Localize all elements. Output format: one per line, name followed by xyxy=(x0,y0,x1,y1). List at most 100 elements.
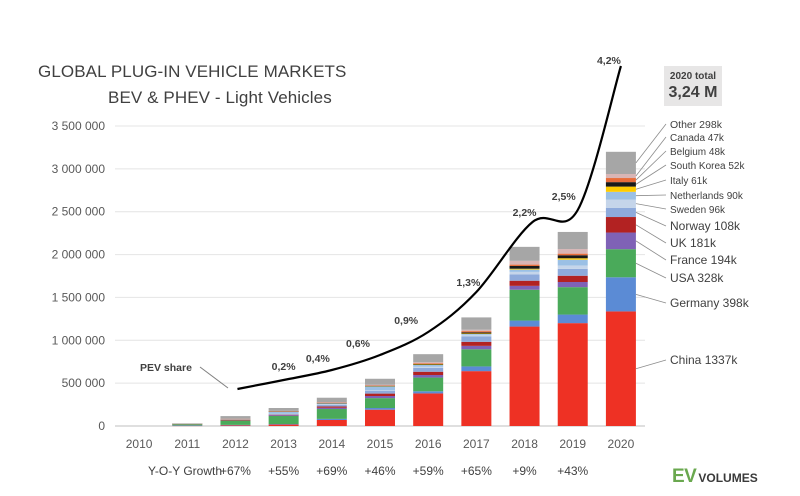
bar-segment-norway-2015 xyxy=(365,390,395,394)
y-tick-label: 2 000 000 xyxy=(52,248,106,262)
yoy-growth-value: +9% xyxy=(512,464,537,478)
bar-segment-belgium-2014 xyxy=(316,402,347,404)
x-tick-label: 2012 xyxy=(222,437,249,451)
bar-segment-belgium-2019 xyxy=(557,253,588,256)
bar-segment-belgium-2015 xyxy=(365,385,395,386)
bar-segment-china-2015 xyxy=(365,409,395,426)
leader-line xyxy=(635,123,667,164)
bar-segment-south-korea-2020 xyxy=(605,182,636,187)
bar-segment-france-2020 xyxy=(605,232,636,250)
yoy-growth-value: +65% xyxy=(461,464,492,478)
bar-segment-italy-2018 xyxy=(509,268,540,270)
series-label: USA 328k xyxy=(670,271,724,285)
x-tick-label: 2020 xyxy=(608,437,635,451)
bar-segment-france-2018 xyxy=(509,285,540,290)
bar-segment-uk-2015 xyxy=(365,393,395,396)
bar-segment-usa-2019 xyxy=(557,287,588,315)
x-tick-label: 2014 xyxy=(318,437,345,451)
pev-share-label: 4,2% xyxy=(597,55,622,67)
bar-segment-china-2016 xyxy=(413,393,444,426)
total-box: 2020 total 3,24 M xyxy=(664,66,722,106)
bar-segment-canada-2013 xyxy=(268,410,299,412)
bar-segment-canada-2015 xyxy=(365,384,395,386)
bar-segment-china-2017 xyxy=(461,371,492,426)
bar-segment-canada-2014 xyxy=(316,402,347,403)
pev-share-label: 0,4% xyxy=(306,353,331,365)
bar-segment-sweden-2013 xyxy=(268,413,299,415)
bar-segment-belgium-2013 xyxy=(268,411,299,412)
series-label: UK 181k xyxy=(670,236,717,250)
series-label: Norway 108k xyxy=(670,219,741,233)
x-tick-label: 2011 xyxy=(174,437,200,451)
bar-segment-germany-2012 xyxy=(220,424,251,426)
y-tick-label: 3 500 000 xyxy=(52,119,106,133)
bar-segment-china-2020 xyxy=(605,311,636,426)
y-tick-label: 1 000 000 xyxy=(52,333,106,347)
bar-segment-china-2012 xyxy=(220,425,251,426)
bar-segment-china-2014 xyxy=(316,420,347,426)
yoy-growth-value: +43% xyxy=(557,464,588,478)
bar-segment-italy-2019 xyxy=(557,258,588,260)
bar-segment-italy-2016 xyxy=(413,364,444,365)
yoy-growth-label: Y-O-Y Growth xyxy=(148,464,223,478)
bar-segment-south-korea-2017 xyxy=(461,332,492,334)
bar-segment-germany-2019 xyxy=(557,314,588,324)
series-label: Other 298k xyxy=(670,119,723,131)
leader-line xyxy=(635,212,667,227)
bar-segment-norway-2020 xyxy=(605,207,636,218)
pev-share-label: 1,3% xyxy=(456,277,481,289)
bar-segment-sweden-2018 xyxy=(509,271,540,275)
x-tick-label: 2019 xyxy=(559,437,586,451)
bar-segment-other-2017 xyxy=(461,317,492,330)
bar-segment-netherlands-2016 xyxy=(413,364,444,367)
bar-segment-other-2011 xyxy=(172,423,203,424)
chart-subtitle: BEV & PHEV - Light Vehicles xyxy=(108,88,332,107)
bar-segment-norway-2013 xyxy=(268,414,299,415)
leader-line xyxy=(635,194,667,197)
yoy-growth-labels: +67% +55% +69% +46% +59% +65% +9% +43% xyxy=(220,464,589,478)
x-tick-label: 2013 xyxy=(270,437,297,451)
bar-segment-canada-2019 xyxy=(557,249,588,254)
bar-segment-usa-2015 xyxy=(365,398,395,408)
bar-segment-germany-2015 xyxy=(365,408,395,410)
bar-segment-south-korea-2015 xyxy=(365,385,395,387)
bar-segment-uk-2013 xyxy=(268,414,299,416)
series-labels: Other 298k Canada 47k Belgium 48k South Kor… xyxy=(635,119,750,370)
bar-segment-germany-2020 xyxy=(605,277,636,312)
bar-segment-other-2018 xyxy=(509,246,540,261)
stacked-bars xyxy=(172,151,636,427)
bar-segment-france-2016 xyxy=(413,375,444,378)
x-tick-label: 2016 xyxy=(415,437,442,451)
y-tick-label: 0 xyxy=(98,419,105,433)
leader-line xyxy=(635,179,667,190)
bar-segment-germany-2011 xyxy=(172,425,203,426)
pev-share-label: 0,9% xyxy=(394,315,419,327)
bar-segment-china-2019 xyxy=(557,323,588,426)
yoy-growth-value: +59% xyxy=(413,464,444,478)
bar-segment-uk-2019 xyxy=(557,275,588,282)
bar-segment-belgium-2020 xyxy=(605,178,636,183)
series-label: China 1337k xyxy=(670,353,738,367)
bar-segment-usa-2020 xyxy=(605,249,636,278)
pev-share-label: 2,2% xyxy=(513,207,538,219)
series-label: Sweden 96k xyxy=(670,205,726,216)
bar-segment-germany-2016 xyxy=(413,391,444,394)
bar-segment-sweden-2015 xyxy=(365,390,395,391)
bar-segment-germany-2014 xyxy=(316,418,347,420)
bar-segment-norway-2016 xyxy=(413,367,444,372)
yoy-growth-value: +67% xyxy=(220,464,251,478)
bar-segment-netherlands-2017 xyxy=(461,333,492,335)
bar-segment-germany-2013 xyxy=(268,424,299,425)
bar-segment-canada-2012 xyxy=(220,418,251,420)
bar-segment-usa-2018 xyxy=(509,289,540,321)
bar-segment-germany-2017 xyxy=(461,366,492,372)
bar-segment-south-korea-2016 xyxy=(413,364,444,365)
logo-ev: EV xyxy=(672,466,697,487)
bar-segment-france-2017 xyxy=(461,345,492,350)
bar-segment-usa-2016 xyxy=(413,377,444,392)
x-tick-label: 2017 xyxy=(463,437,490,451)
bar-segment-italy-2020 xyxy=(605,186,636,192)
leader-line xyxy=(635,136,667,177)
bar-segment-netherlands-2019 xyxy=(557,259,588,266)
bar-segment-netherlands-2020 xyxy=(605,191,636,200)
